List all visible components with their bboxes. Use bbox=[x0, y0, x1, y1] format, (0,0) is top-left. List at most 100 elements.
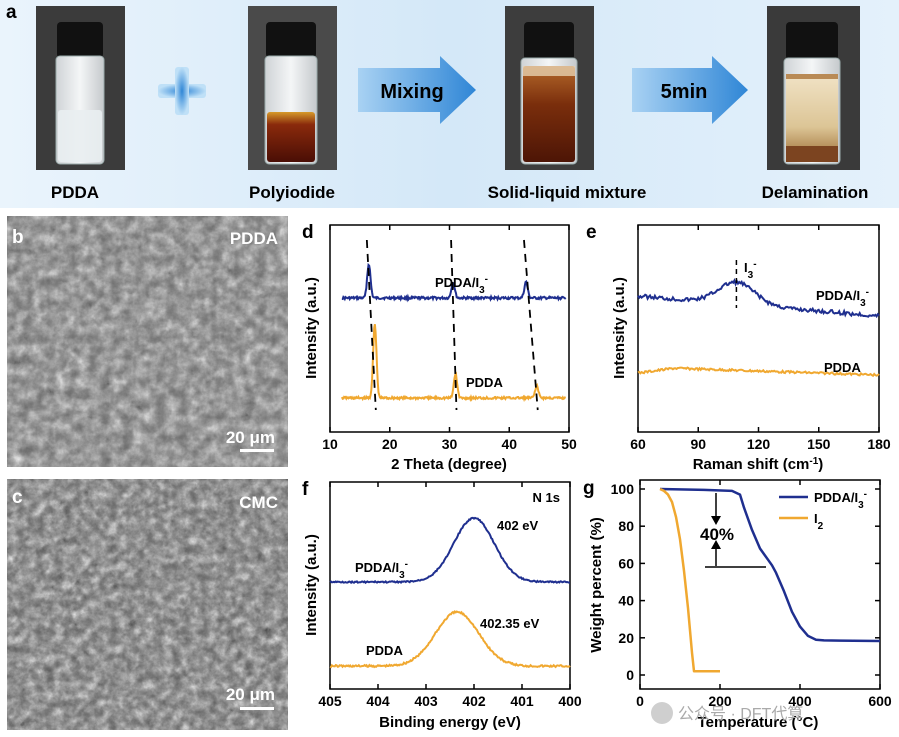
y-tick-label: 60 bbox=[618, 555, 634, 571]
peak-guide-lines bbox=[365, 239, 539, 411]
series-pdda-i3 bbox=[341, 262, 567, 303]
arrow-5min: 5min bbox=[632, 56, 748, 124]
chart-d-frame bbox=[329, 224, 570, 433]
chart-f-frame bbox=[329, 481, 571, 690]
chart-g: g Weight percent (%) Temperature (°C) 0 2… bbox=[583, 478, 892, 731]
legend-pdda: PDDA bbox=[466, 375, 503, 390]
chart-f-xlabel: Binding energy (eV) bbox=[379, 714, 521, 731]
legend-pdda-i3: PDDA/I3- bbox=[355, 559, 408, 581]
vial-liquid bbox=[267, 112, 315, 162]
x-tick-label: 180 bbox=[867, 436, 891, 452]
vial-cap bbox=[524, 22, 574, 60]
panel-b-label: b bbox=[12, 227, 24, 248]
sem-material-c: CMC bbox=[239, 493, 278, 512]
wechat-icon bbox=[651, 702, 673, 724]
vial-liquid bbox=[523, 66, 575, 162]
chart-e-ylabel: Intensity (a.u.) bbox=[611, 277, 628, 379]
x-tick-label: 403 bbox=[414, 693, 438, 709]
arrow-right-icon bbox=[358, 56, 476, 124]
annotation-40-text: 40% bbox=[700, 525, 734, 544]
x-tick-label: 90 bbox=[690, 436, 706, 452]
vial-cap bbox=[266, 22, 316, 58]
panel-e-label: e bbox=[586, 222, 597, 243]
vial-liquid bbox=[58, 110, 102, 162]
peak-guide-line bbox=[365, 239, 377, 411]
chart-f-title: N 1s bbox=[533, 490, 560, 505]
scale-bar-c bbox=[240, 707, 274, 710]
legend-pdda-i3: PDDA/I3- bbox=[816, 287, 869, 309]
vial-caption-3: Solid-liquid mixture bbox=[488, 183, 647, 202]
sem-material-b: PDDA bbox=[230, 229, 278, 248]
x-tick-label: 120 bbox=[747, 436, 771, 452]
y-tick-label: 0 bbox=[626, 667, 634, 683]
legend-pdda-i3: PDDA/I3- bbox=[814, 489, 867, 511]
panel-b: b PDDA 20 μm bbox=[7, 216, 288, 467]
chart-g-ylabel: Weight percent (%) bbox=[588, 517, 605, 653]
panel-d-label: d bbox=[302, 222, 314, 243]
annotation-40-percent: 40% bbox=[700, 493, 766, 568]
x-tick-label: 402 bbox=[462, 693, 486, 709]
series-pdda bbox=[329, 609, 571, 669]
peak-guide-line bbox=[523, 239, 539, 411]
vial-cap bbox=[786, 22, 838, 60]
series-pdda-i3 bbox=[329, 516, 571, 585]
annotation-i3: I3- bbox=[744, 259, 757, 281]
x-tick-label: 200 bbox=[708, 693, 732, 709]
scale-bar-b bbox=[240, 449, 274, 452]
chart-f: f Intensity (a.u.) Binding energy (eV) N… bbox=[302, 479, 582, 731]
legend-pdda-i3: PDDA/I3- bbox=[435, 274, 488, 296]
chart-g-xlabel: Temperature (°C) bbox=[698, 714, 819, 731]
x-tick-label: 0 bbox=[636, 693, 644, 709]
legend-g: PDDA/I3- I2 bbox=[779, 489, 867, 532]
x-tick-label: 10 bbox=[322, 436, 338, 452]
panel-c-label: c bbox=[12, 487, 23, 508]
legend-pdda: PDDA bbox=[824, 360, 861, 375]
watermark-text: 公众号 · DFT代算 bbox=[678, 704, 803, 723]
x-tick-label: 50 bbox=[561, 436, 577, 452]
y-tick-label: 100 bbox=[611, 481, 635, 497]
x-tick-label: 404 bbox=[366, 693, 390, 709]
x-tick-label: 405 bbox=[318, 693, 342, 709]
x-tick-label: 40 bbox=[501, 436, 517, 452]
arrow-mixing: Mixing bbox=[358, 56, 476, 124]
vial-mixture bbox=[505, 6, 594, 170]
scale-text-b: 20 μm bbox=[226, 428, 275, 447]
panel-a: a PDDA Polyiodide Mixing bbox=[0, 0, 899, 208]
chart-d-xlabel: 2 Theta (degree) bbox=[391, 456, 507, 473]
panel-g-label: g bbox=[583, 478, 595, 499]
x-tick-label: 30 bbox=[442, 436, 458, 452]
vial-delamination bbox=[767, 6, 860, 170]
watermark: 公众号 · DFT代算 bbox=[651, 702, 803, 724]
arrow-down-icon bbox=[711, 516, 721, 525]
arrow-label-5min: 5min bbox=[661, 81, 708, 103]
peak-guide-line bbox=[450, 239, 458, 411]
scale-text-c: 20 μm bbox=[226, 685, 275, 704]
x-tick-label: 401 bbox=[510, 693, 534, 709]
peak-label-40235: 402.35 eV bbox=[480, 616, 540, 631]
y-tick-label: 80 bbox=[618, 518, 634, 534]
vial-liquid bbox=[786, 74, 838, 162]
legend-i2: I2 bbox=[814, 511, 824, 532]
panel-f-label: f bbox=[302, 479, 309, 500]
plus-icon bbox=[158, 67, 206, 115]
chart-e: e Intensity (a.u.) Raman shift (cm-1) 60… bbox=[586, 222, 891, 473]
panel-c: c CMC 20 μm bbox=[7, 479, 288, 730]
x-tick-label: 600 bbox=[868, 693, 892, 709]
arrow-right-icon bbox=[632, 56, 748, 124]
vial-polyiodide bbox=[248, 6, 337, 170]
arrow-label-mixing: Mixing bbox=[380, 81, 443, 103]
chart-e-frame bbox=[637, 224, 880, 433]
series-pdda bbox=[340, 324, 567, 403]
series-pdda bbox=[637, 366, 880, 378]
x-tick-label: 60 bbox=[630, 436, 646, 452]
chart-e-xlabel: Raman shift (cm-1) bbox=[693, 456, 824, 474]
arrow-up-icon bbox=[711, 540, 721, 549]
chart-g-frame bbox=[639, 479, 881, 690]
vial-cap bbox=[57, 22, 103, 58]
vial-caption-2: Polyiodide bbox=[249, 183, 335, 202]
series-pdda-i3 bbox=[659, 487, 881, 643]
y-tick-label: 20 bbox=[618, 630, 634, 646]
panel-a-label: a bbox=[6, 2, 17, 23]
x-tick-label: 400 bbox=[788, 693, 812, 709]
